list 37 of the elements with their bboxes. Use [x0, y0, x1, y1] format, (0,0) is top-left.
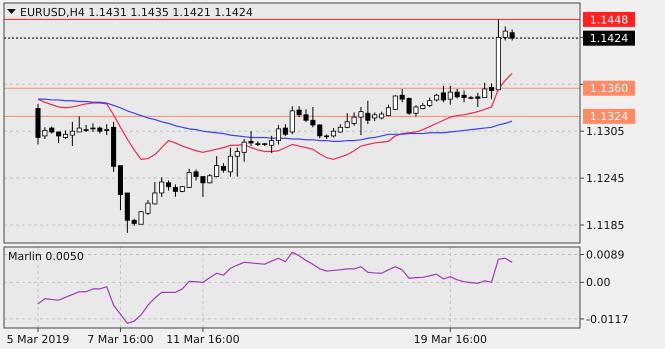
candlestick	[166, 180, 172, 192]
y-tick-label: 1.1185	[586, 218, 624, 232]
candlestick	[172, 184, 178, 198]
candlestick	[145, 200, 150, 216]
candlestick	[138, 210, 144, 225]
ref-line-label: 1.1324	[590, 110, 628, 124]
chart-title: EURUSD,H4 1.1431 1.1435 1.1421 1.1424	[20, 6, 253, 19]
candlestick	[358, 106, 364, 136]
y-tick-label: -0.0117	[586, 312, 628, 326]
candlestick	[440, 85, 446, 103]
line-series	[37, 98, 513, 142]
chart-title: Marlin 0.0050	[8, 250, 84, 263]
candlestick	[228, 147, 233, 178]
candlestick	[386, 104, 391, 117]
ref-line-label: 1.1448	[590, 13, 628, 26]
y-tick-label: 1.1305	[586, 125, 624, 138]
x-tick-label: 19 Mar 16:00	[414, 333, 488, 346]
y-tick-label: 0.00	[586, 276, 610, 290]
ref-line-label: 1.1424	[590, 32, 628, 46]
ref-line-label: 1.1360	[590, 82, 628, 96]
candlestick	[200, 176, 206, 198]
candlestick	[406, 97, 412, 116]
candlestick	[330, 128, 336, 138]
candlestick	[276, 124, 282, 145]
candlestick	[194, 169, 199, 181]
x-tick-label: 5 Mar 2019	[6, 333, 70, 346]
x-tick-label: 7 Mar 16:00	[87, 333, 154, 346]
candlestick	[303, 108, 309, 122]
candlestick	[221, 162, 226, 174]
y-tick-label: 0.0089	[586, 248, 624, 262]
line-series	[37, 72, 513, 160]
y-tick-label: 1.1245	[586, 172, 624, 185]
candlestick	[248, 130, 254, 147]
candlestick	[462, 90, 467, 103]
candlestick	[489, 83, 494, 100]
x-tick-label: 11 Mar 16:00	[166, 333, 240, 346]
candlestick	[413, 104, 418, 117]
